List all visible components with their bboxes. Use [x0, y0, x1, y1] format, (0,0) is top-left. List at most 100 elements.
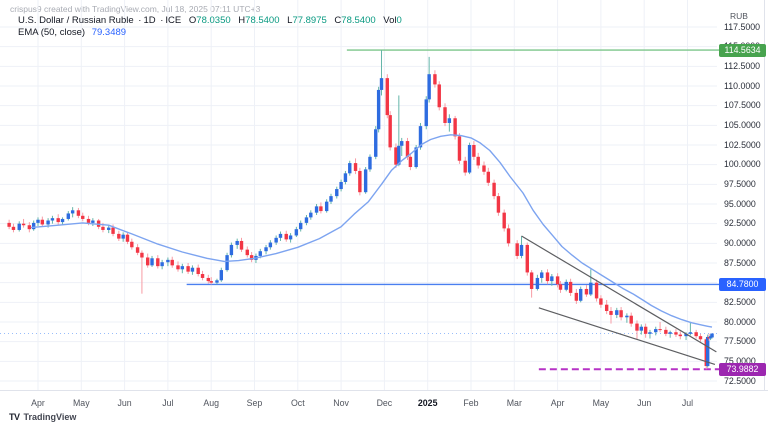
price-tick-label: 102.5000 — [724, 139, 761, 150]
price-tick-label: 90.0000 — [724, 237, 756, 248]
candle — [374, 129, 378, 157]
time-tick-label: Jul — [681, 398, 694, 408]
candle — [394, 147, 398, 165]
candle — [574, 292, 579, 301]
time-tick-label: May — [72, 398, 90, 408]
candle — [170, 259, 174, 266]
tradingview-brand-text: TradingView — [23, 412, 77, 422]
candle — [245, 249, 249, 256]
candle — [309, 212, 313, 218]
time-tick-label: Apr — [31, 398, 45, 408]
candle — [219, 270, 224, 281]
candle — [619, 310, 623, 318]
price-tick-label: 82.5000 — [724, 296, 756, 307]
candles-group — [7, 50, 714, 370]
candle — [443, 107, 447, 123]
candle — [81, 215, 85, 219]
candle — [433, 74, 437, 85]
candle — [482, 165, 486, 172]
candle — [388, 115, 392, 148]
price-tick-label: 107.5000 — [724, 100, 761, 111]
candle — [117, 233, 121, 239]
candle — [215, 280, 219, 283]
candle — [674, 332, 678, 335]
candle — [453, 118, 457, 137]
candle — [66, 213, 71, 219]
candle — [664, 329, 668, 334]
candle — [107, 227, 111, 230]
time-tick-label: Sep — [246, 398, 263, 408]
channel-lower-trendline[interactable] — [538, 307, 716, 366]
candle — [166, 259, 170, 263]
candle — [156, 258, 160, 267]
candle — [535, 277, 540, 289]
candle — [654, 329, 658, 333]
candle — [86, 218, 91, 223]
price-axis-border — [764, 0, 765, 411]
candlestick-chart[interactable] — [0, 0, 768, 390]
candle — [643, 326, 648, 334]
time-tick-label: Oct — [290, 398, 305, 408]
time-tick-label: May — [592, 398, 610, 408]
candle — [635, 323, 639, 331]
candle — [314, 206, 319, 213]
candle — [710, 333, 714, 338]
candle — [176, 265, 180, 270]
time-axis[interactable]: Apr May Jun Jul Aug Sep Oct Nov Dec 2025 Feb Mar Apr… — [0, 390, 768, 413]
candle — [121, 234, 125, 239]
candle — [397, 145, 401, 165]
candle — [60, 218, 65, 223]
candle — [688, 332, 693, 334]
candle — [472, 145, 476, 157]
price-tick-label: 87.5000 — [724, 257, 756, 268]
price-tick-label: 112.5000 — [724, 60, 761, 71]
candle — [343, 173, 348, 182]
ema-line[interactable] — [30, 134, 713, 328]
candle — [558, 284, 563, 290]
candle — [418, 126, 423, 148]
candle — [594, 282, 599, 299]
channel-upper-trendline[interactable] — [521, 235, 717, 353]
candle — [599, 298, 603, 305]
candle — [284, 233, 288, 240]
price-tick-label: 72.5000 — [724, 375, 756, 386]
support-price-badge: 84.7800 — [719, 277, 766, 291]
candle — [190, 267, 195, 272]
candle — [376, 89, 381, 130]
candle — [515, 243, 519, 256]
candle — [339, 181, 343, 190]
candle — [298, 222, 303, 230]
candle — [235, 240, 239, 245]
price-axis-unit: RUB — [730, 11, 748, 21]
candle — [206, 277, 211, 282]
candle — [186, 266, 190, 272]
candle — [457, 136, 462, 161]
price-axis[interactable]: RUB 117.5000115.0000112.5000110.0000107.… — [716, 0, 768, 390]
candle — [625, 315, 629, 318]
candle — [294, 229, 299, 236]
candle — [467, 145, 472, 173]
candle — [400, 141, 404, 146]
candle — [101, 226, 105, 230]
candle — [200, 274, 205, 278]
tradingview-icon: TV — [9, 412, 20, 422]
candle — [46, 220, 50, 225]
candle — [76, 210, 81, 216]
candle — [7, 222, 11, 227]
candle — [348, 163, 352, 174]
candle — [17, 223, 21, 230]
candle — [11, 226, 16, 230]
candle — [463, 160, 467, 173]
candle — [363, 169, 368, 193]
candle — [609, 310, 613, 315]
candle — [555, 276, 560, 285]
candle — [584, 288, 589, 295]
time-tick-label: Mar — [506, 398, 522, 408]
grid — [0, 0, 717, 390]
candle — [27, 225, 32, 230]
candle — [408, 156, 413, 168]
tradingview-logo[interactable]: TV TradingView — [9, 412, 76, 422]
candle — [668, 332, 672, 334]
time-tick-label: Dec — [376, 398, 393, 408]
candle — [550, 276, 554, 282]
